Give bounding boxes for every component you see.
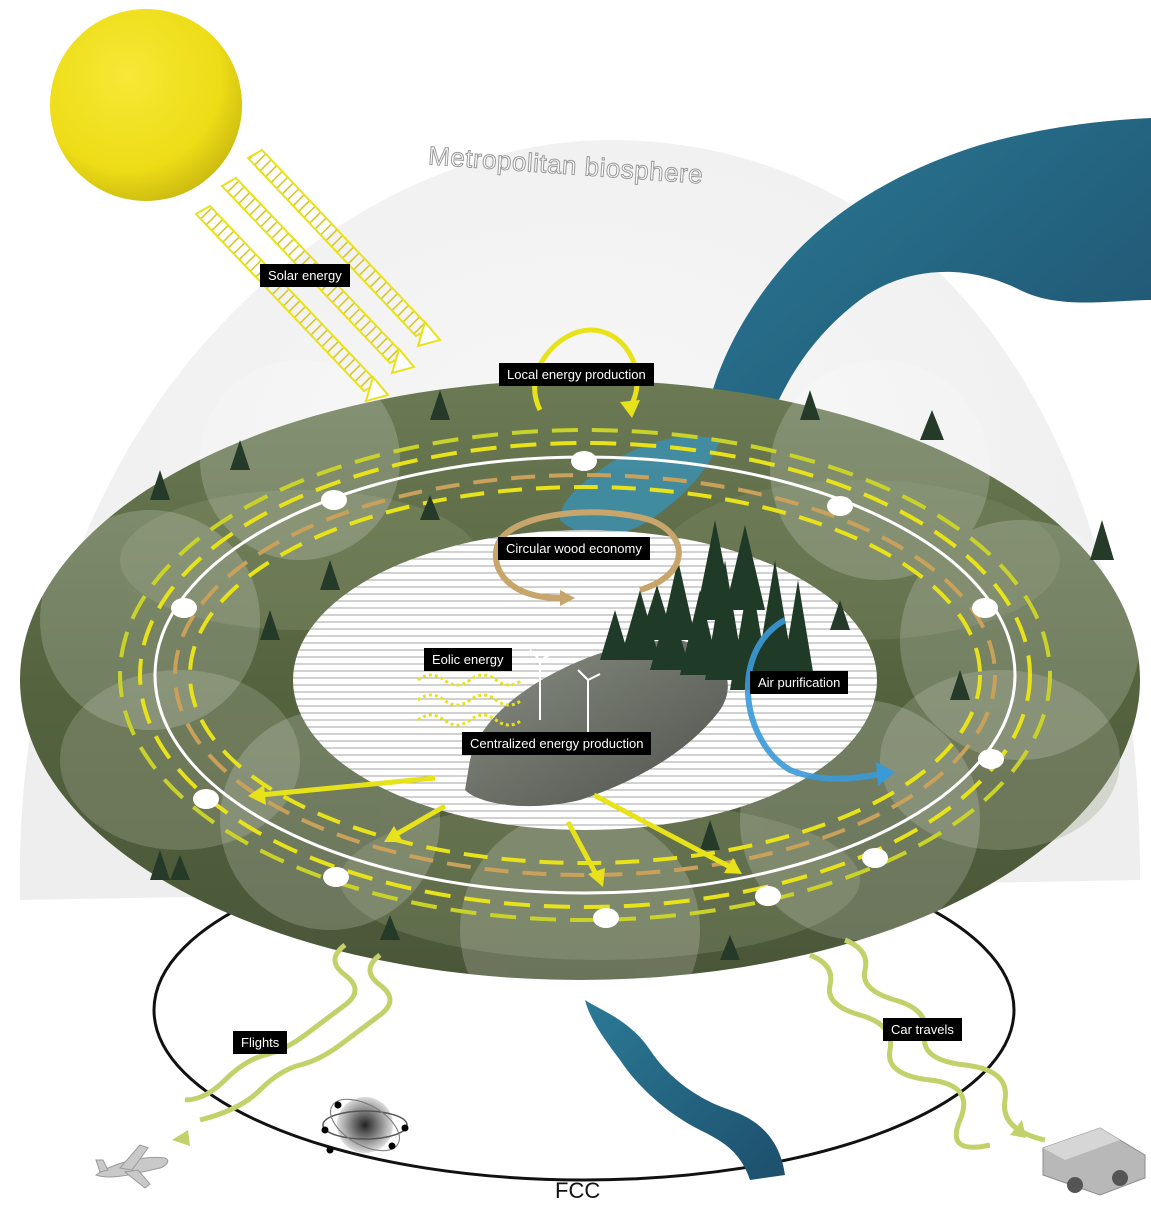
sun-icon <box>50 9 242 201</box>
centralized-energy-label: Centralized energy production <box>462 732 652 755</box>
air-purification-label: Air purification <box>750 671 849 694</box>
wind-turbine-icon <box>529 649 601 735</box>
solar-energy-label: Solar energy <box>260 264 350 287</box>
ring-nodes <box>171 451 1004 928</box>
car-flows <box>809 937 1046 1150</box>
distribution-arrows <box>248 775 742 887</box>
eolic-waves <box>417 673 523 727</box>
river-outflow <box>585 1000 785 1180</box>
flights-label: Flights <box>233 1031 288 1054</box>
central-mountain <box>465 640 728 807</box>
circular-wood-arrow <box>492 509 682 606</box>
flight-flows <box>172 943 393 1146</box>
fcc-label: FCC <box>555 1178 601 1203</box>
local-energy-label: Local energy production <box>499 363 654 386</box>
circular-wood-label: Circular wood economy <box>498 537 650 560</box>
accelerator-icon <box>321 1097 409 1154</box>
airplane-icon <box>94 1144 169 1189</box>
ring-inner-yellow-dashed <box>188 485 982 865</box>
eolic-energy-label: Eolic energy <box>424 648 512 671</box>
ring-yellow-dashed <box>138 441 1032 909</box>
ring-tan-dashed <box>173 473 997 877</box>
solar-rays <box>194 148 442 403</box>
air-purification-arrow <box>744 617 895 786</box>
forest <box>600 520 816 690</box>
ring-olive-dashed <box>118 428 1052 922</box>
river-inflow <box>700 118 1151 500</box>
car-icon <box>1042 1127 1146 1196</box>
scattered-trees <box>150 390 1114 960</box>
car-travels-label: Car travels <box>883 1018 962 1041</box>
